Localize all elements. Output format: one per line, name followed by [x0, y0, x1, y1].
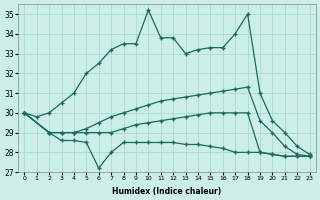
X-axis label: Humidex (Indice chaleur): Humidex (Indice chaleur) — [112, 187, 221, 196]
